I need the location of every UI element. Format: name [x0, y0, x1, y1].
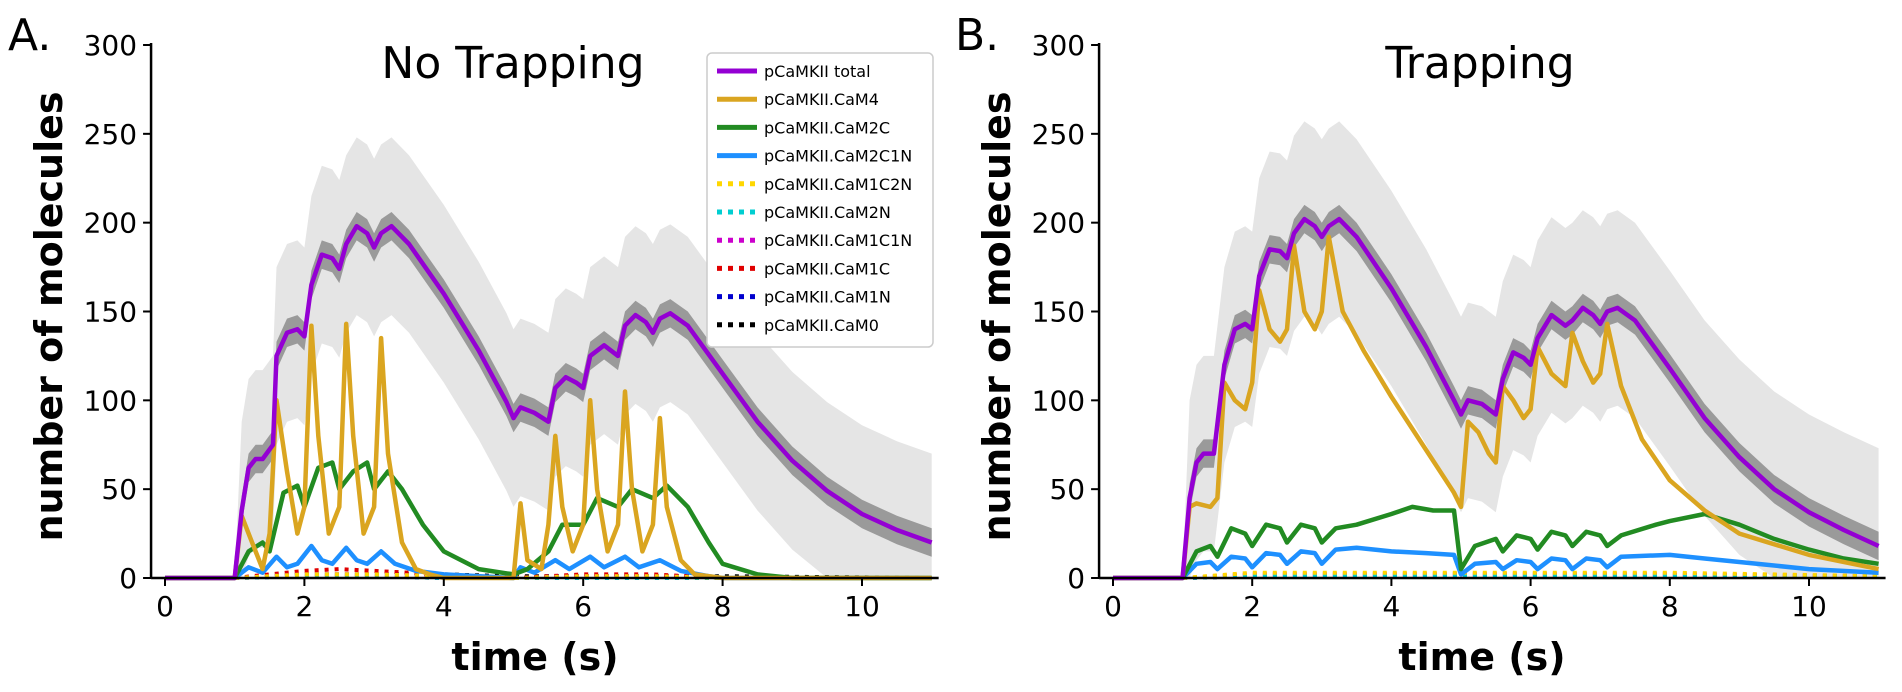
chart-title: No Trapping [381, 38, 644, 89]
legend-entry-label: pCaMKII.CaM1C1N [764, 231, 912, 250]
series-line-pcamkii-cam4 [1113, 234, 1880, 581]
legend-entry-label: pCaMKII total [764, 62, 871, 81]
y-tick-label: 0 [119, 562, 137, 595]
x-axis-title: time (s) [1398, 635, 1565, 679]
x-tick-label: 6 [574, 590, 592, 623]
y-tick-label: 200 [1032, 207, 1085, 240]
series-line-pcamkii-cam2c [165, 460, 932, 581]
x-axis-title: time (s) [451, 635, 618, 679]
x-tick-label: 10 [1791, 590, 1827, 623]
legend-entry-label: pCaMKII.CaM2C1N [764, 147, 912, 166]
y-tick-label: 300 [84, 29, 137, 62]
y-tick-label: 300 [1032, 29, 1085, 62]
legend-box [706, 52, 934, 348]
legend: pCaMKII total pCaMKII.CaM4 pCaMKII.CaM2C pC… [706, 52, 934, 348]
x-tick-label: 8 [1661, 590, 1679, 623]
y-tick-label: 250 [84, 118, 137, 151]
series-line-pcamkii-cam2c [1113, 504, 1879, 581]
panel-a: 0 50 100 150 200 250 300 0 2 4 6 8 10 A. No Trapping ti… [8, 10, 939, 679]
chart-title: Trapping [1384, 38, 1574, 89]
x-tick-label: 2 [295, 590, 313, 623]
series-line-pcamkii-cam2n [1113, 574, 1879, 580]
y-axis-title: number of molecules [27, 91, 71, 541]
y-tick-label: 50 [101, 473, 137, 506]
x-tick-label: 2 [1243, 590, 1261, 623]
total-sd-band-light [165, 137, 932, 578]
total-sd-band-light [1113, 121, 1879, 579]
x-tick-label: 8 [714, 590, 732, 623]
x-tick-label: 0 [1104, 590, 1122, 623]
x-tick-label: 6 [1522, 590, 1540, 623]
series-line-pcamkii-cam2c1n [1113, 545, 1879, 581]
panel-label: A. [8, 10, 51, 61]
y-tick-label: 250 [1032, 118, 1085, 151]
legend-entry-label: pCaMKII.CaM1C [764, 259, 890, 278]
y-tick-label: 100 [1032, 384, 1085, 417]
y-tick-label: 100 [84, 384, 137, 417]
x-tick-label: 10 [844, 590, 880, 623]
legend-entry-label: pCaMKII.CaM4 [764, 90, 879, 109]
panel-label: B. [955, 10, 999, 61]
y-tick-label: 150 [84, 296, 137, 329]
y-axis-title: number of molecules [975, 91, 1019, 541]
legend-entry-label: pCaMKII.CaM0 [764, 316, 879, 335]
series-line-pcamkii-total [1113, 216, 1880, 581]
legend-entry-label: pCaMKII.CaM2N [764, 203, 891, 222]
legend-entry-label: pCaMKII.CaM1C2N [764, 175, 912, 194]
x-tick-label: 4 [435, 590, 453, 623]
y-tick-label: 50 [1049, 473, 1085, 506]
y-tick-label: 0 [1067, 562, 1085, 595]
series-line-pcamkii-total [165, 223, 933, 581]
y-tick-label: 200 [84, 207, 137, 240]
x-tick-label: 0 [156, 590, 174, 623]
x-tick-label: 4 [1382, 590, 1400, 623]
legend-entry-label: pCaMKII.CaM2C [764, 118, 890, 137]
panel-b: 0 50 100 150 200 250 300 0 2 4 6 8 10 B. Trapping time … [955, 10, 1886, 679]
y-tick-label: 150 [1032, 296, 1085, 329]
legend-entry-label: pCaMKII.CaM1N [764, 288, 891, 307]
